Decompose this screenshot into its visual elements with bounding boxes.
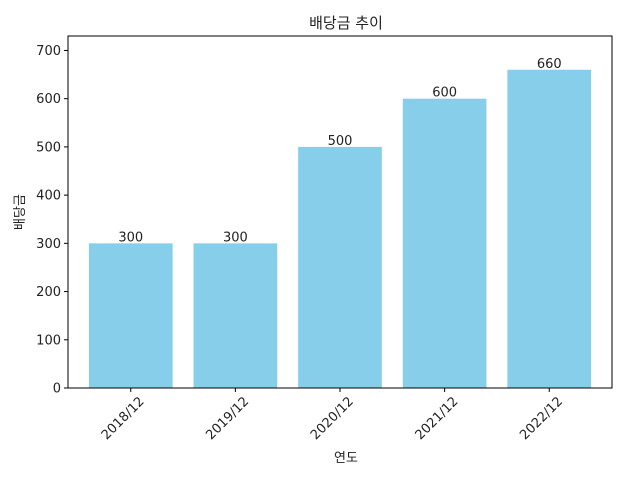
data-label: 500 <box>328 134 353 149</box>
y-axis-label: 배당금 <box>13 194 28 230</box>
x-tick-label: 2020/12 <box>308 394 357 443</box>
y-tick-label: 0 <box>53 382 61 397</box>
chart-title: 배당금 추이 <box>309 14 383 32</box>
y-tick-label: 400 <box>36 189 61 204</box>
bar <box>88 243 173 388</box>
bar <box>298 146 382 388</box>
data-label: 660 <box>537 57 562 72</box>
x-tick-label: 2021/12 <box>413 394 462 443</box>
y-tick-label: 500 <box>36 140 61 155</box>
y-tick-label: 200 <box>36 285 61 300</box>
data-label: 300 <box>118 230 143 245</box>
y-tick-label: 100 <box>36 333 61 348</box>
bar <box>402 98 487 389</box>
x-tick-label: 2019/12 <box>203 394 252 443</box>
data-label: 300 <box>223 230 248 245</box>
y-tick-label: 600 <box>36 92 61 107</box>
data-label: 600 <box>432 86 457 101</box>
y-tick-label: 300 <box>36 237 61 252</box>
bar <box>193 243 278 388</box>
x-tick-label: 2022/12 <box>517 394 566 443</box>
x-tick-label: 2018/12 <box>99 394 148 443</box>
plot-area: 300 300 500 600 660 0 100 200 300 400 500 600 700 201… <box>36 35 613 443</box>
bar <box>507 69 592 388</box>
y-tick-label: 700 <box>36 44 61 59</box>
x-axis-label: 연도 <box>334 451 358 466</box>
